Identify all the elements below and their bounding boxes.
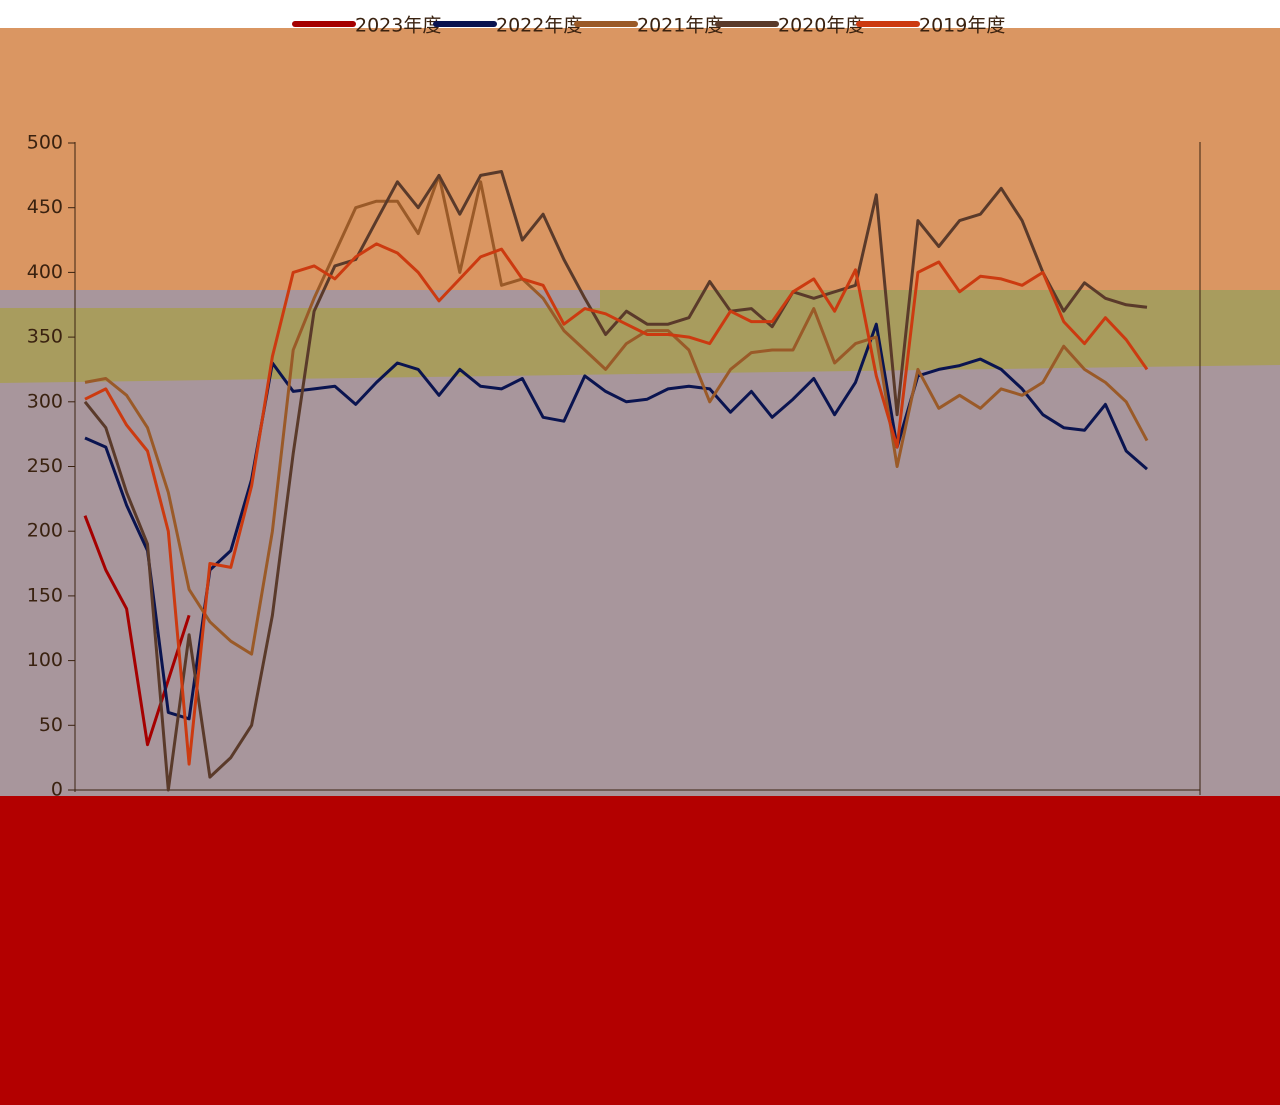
y-tick-label: 0 xyxy=(51,779,63,801)
y-tick-label: 250 xyxy=(27,455,63,477)
legend: 2023年度 2022年度 2021年度 2020年度 2019年度 xyxy=(292,15,1005,37)
legend-label: 2021年度 xyxy=(637,15,723,37)
band-high xyxy=(0,28,1280,290)
y-tick-label: 300 xyxy=(27,390,63,412)
series-line xyxy=(83,515,191,747)
legend-label: 2019年度 xyxy=(919,15,1005,37)
y-tick-label: 450 xyxy=(27,196,63,218)
top-strip xyxy=(0,0,1280,28)
y-tick-label: 350 xyxy=(27,326,63,348)
y-tick-label: 50 xyxy=(39,714,63,736)
y-tick-label: 200 xyxy=(27,520,63,542)
y-tick-label: 100 xyxy=(27,649,63,671)
series-line xyxy=(83,170,1148,792)
y-tick-label: 500 xyxy=(27,132,63,154)
series-line xyxy=(84,242,1149,766)
legend-label: 2023年度 xyxy=(355,15,441,37)
y-tick-label: 150 xyxy=(27,584,63,606)
legend-label: 2022年度 xyxy=(496,15,582,37)
legend-label: 2020年度 xyxy=(778,15,864,37)
series-line xyxy=(84,173,1149,656)
y-tick-label: 400 xyxy=(27,261,63,283)
